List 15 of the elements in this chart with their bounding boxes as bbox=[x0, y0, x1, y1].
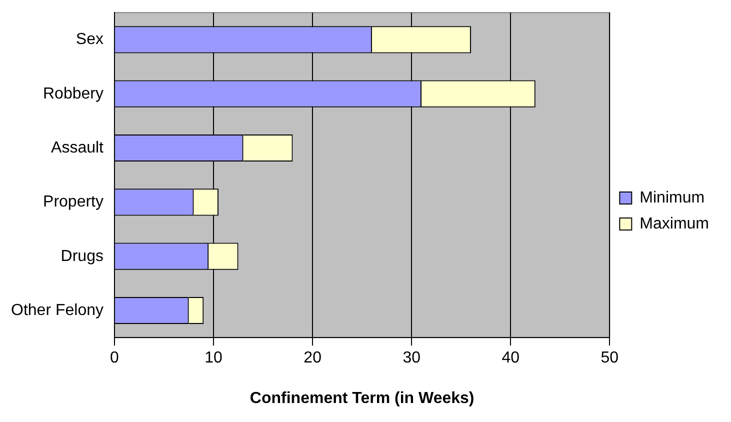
x-tick-label: 20 bbox=[304, 350, 322, 367]
x-tick-label: 40 bbox=[502, 350, 520, 367]
y-tick-label: Property bbox=[43, 194, 104, 211]
y-tick-label: Assault bbox=[51, 139, 104, 156]
y-tick-label: Robbery bbox=[43, 85, 104, 102]
x-tick-label: 30 bbox=[402, 350, 421, 367]
y-tick-label: Sex bbox=[76, 31, 104, 48]
x-tick-label: 10 bbox=[204, 350, 223, 367]
x-tick-label: 0 bbox=[110, 350, 120, 367]
legend-label: Maximum bbox=[640, 215, 710, 232]
x-tick-label: 50 bbox=[600, 350, 619, 367]
x-axis-title: Confinement Term (in Weeks) bbox=[250, 390, 474, 407]
legend-label: Minimum bbox=[640, 189, 705, 206]
y-tick-label: Other Felony bbox=[11, 302, 104, 319]
y-tick-label: Drugs bbox=[60, 248, 104, 265]
